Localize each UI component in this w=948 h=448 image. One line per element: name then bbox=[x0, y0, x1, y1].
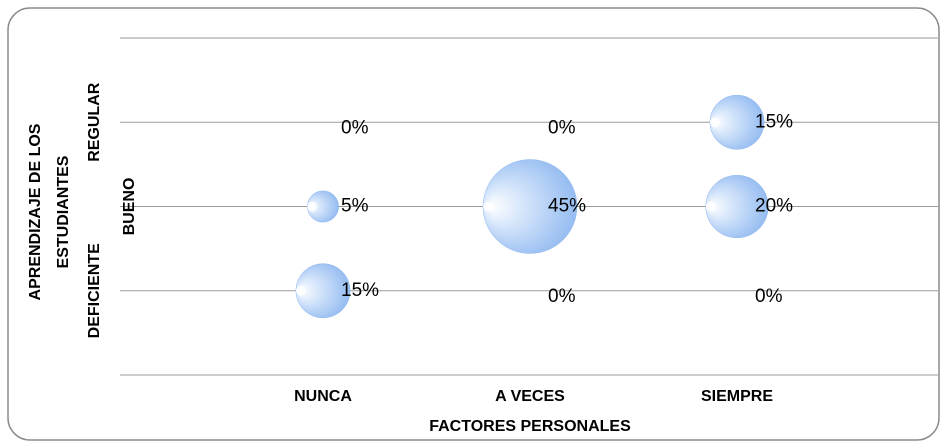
y-tick-label: DEFICIENTE bbox=[86, 243, 103, 338]
y-axis-title: APRENDIZAJE DE LOS ESTUDIANTES bbox=[27, 123, 72, 300]
data-label: 15% bbox=[755, 111, 793, 132]
data-label: 0% bbox=[548, 286, 576, 307]
x-tick-label: SIEMPRE bbox=[701, 388, 773, 405]
bubble-highlight bbox=[307, 201, 318, 212]
y-tick-label: REGULAR bbox=[86, 82, 103, 162]
bubble-highlight bbox=[483, 201, 493, 212]
data-label: 45% bbox=[548, 196, 586, 217]
bubble-highlight bbox=[705, 201, 716, 212]
chart-border bbox=[7, 7, 940, 441]
data-label: 20% bbox=[755, 196, 793, 217]
data-label: 0% bbox=[548, 117, 576, 138]
x-tick-label: A VECES bbox=[495, 388, 565, 405]
x-tick-label: NUNCA bbox=[294, 388, 352, 405]
y-tick-label: BUENO bbox=[121, 178, 138, 236]
x-axis-title: FACTORES PERSONALES bbox=[429, 418, 631, 435]
data-label: 0% bbox=[755, 286, 783, 307]
data-label: 15% bbox=[341, 280, 379, 301]
data-label: 5% bbox=[341, 196, 369, 217]
data-label: 0% bbox=[341, 117, 369, 138]
bubble-highlight bbox=[709, 117, 720, 128]
bubble-highlight bbox=[295, 285, 306, 296]
